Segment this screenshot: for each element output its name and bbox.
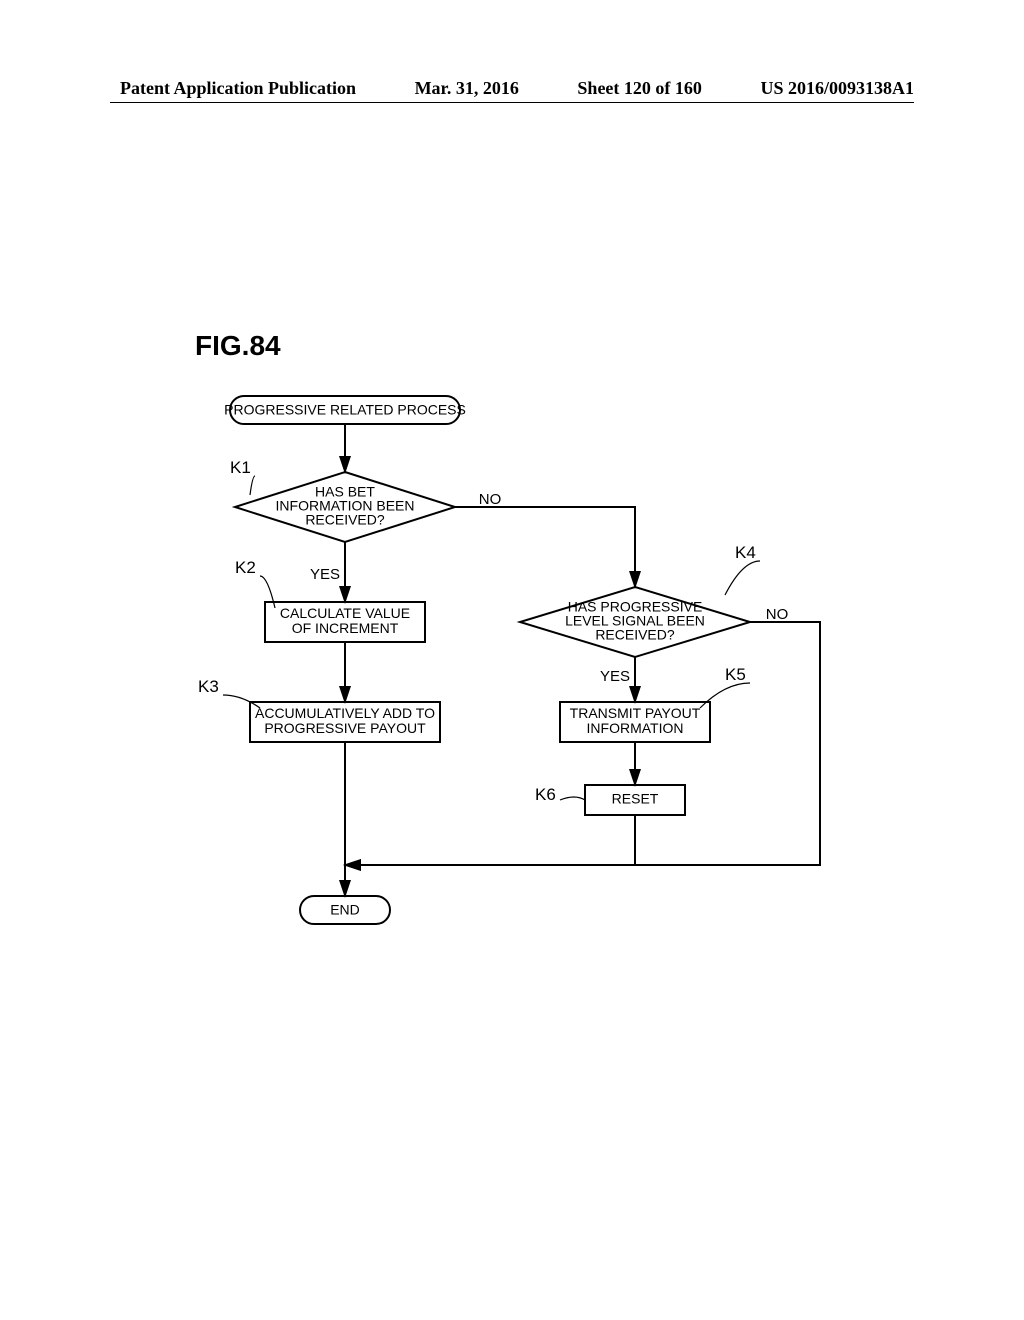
svg-text:CALCULATE VALUE: CALCULATE VALUE (280, 605, 410, 621)
svg-text:INFORMATION: INFORMATION (587, 720, 684, 736)
svg-text:K1: K1 (230, 458, 251, 477)
svg-text:TRANSMIT PAYOUT: TRANSMIT PAYOUT (570, 705, 701, 721)
header-docnum: US 2016/0093138A1 (760, 78, 914, 99)
svg-text:ACCUMULATIVELY ADD TO: ACCUMULATIVELY ADD TO (255, 705, 435, 721)
svg-text:OF INCREMENT: OF INCREMENT (292, 620, 399, 636)
header-sheet: Sheet 120 of 160 (577, 78, 702, 99)
svg-text:K2: K2 (235, 558, 256, 577)
svg-text:NO: NO (479, 491, 502, 508)
svg-text:RECEIVED?: RECEIVED? (595, 627, 675, 643)
figure-label: FIG.84 (195, 330, 281, 362)
svg-text:END: END (330, 902, 360, 918)
header-left: Patent Application Publication (120, 78, 356, 99)
header-date: Mar. 31, 2016 (415, 78, 519, 99)
page-header: Patent Application Publication Mar. 31, … (0, 78, 1024, 99)
svg-text:K4: K4 (735, 543, 756, 562)
svg-text:PROGRESSIVE RELATED PROCESS: PROGRESSIVE RELATED PROCESS (224, 402, 466, 418)
svg-text:K5: K5 (725, 665, 746, 684)
svg-text:YES: YES (600, 668, 630, 685)
svg-text:RECEIVED?: RECEIVED? (305, 512, 385, 528)
svg-text:YES: YES (310, 566, 340, 583)
flowchart-diagram: PROGRESSIVE RELATED PROCESSHAS BETINFORM… (180, 400, 900, 960)
svg-text:K6: K6 (535, 785, 556, 804)
svg-text:NO: NO (766, 606, 789, 623)
svg-text:PROGRESSIVE PAYOUT: PROGRESSIVE PAYOUT (264, 720, 426, 736)
header-divider (110, 102, 914, 103)
svg-text:K3: K3 (198, 677, 219, 696)
svg-text:RESET: RESET (612, 791, 659, 807)
